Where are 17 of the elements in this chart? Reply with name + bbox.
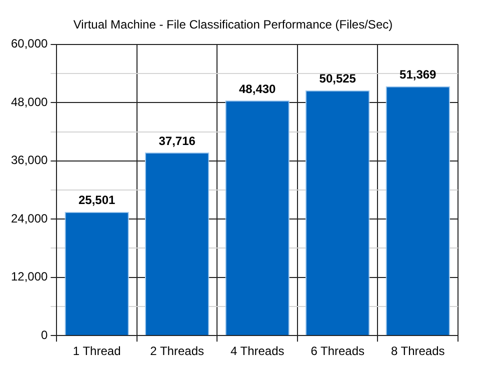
y-tick-label: 36,000 <box>11 153 48 168</box>
x-tick-label: 8 Threads <box>390 344 445 358</box>
y-tick-label: 60,000 <box>11 36 48 51</box>
y-tick-label: 12,000 <box>11 270 48 284</box>
data-label: 25,501 <box>78 193 116 208</box>
x-tick-label: 6 Threads <box>310 344 365 358</box>
y-tick-label: 24,000 <box>11 211 48 226</box>
y-tick-label: 0 <box>41 328 48 342</box>
x-tick-label: 2 Threads <box>150 344 204 358</box>
data-label: 50,525 <box>319 72 356 86</box>
y-tick-label: 48,000 <box>11 94 48 109</box>
data-label: 37,716 <box>158 134 196 148</box>
x-tick-label: 4 Threads <box>230 344 284 358</box>
data-label: 48,430 <box>239 82 276 96</box>
chart-title: Virtual Machine - File Classification Performance (Files/Sec) <box>73 18 393 32</box>
x-tick-label: 1 Thread <box>72 344 121 358</box>
data-label: 51,369 <box>400 68 437 82</box>
